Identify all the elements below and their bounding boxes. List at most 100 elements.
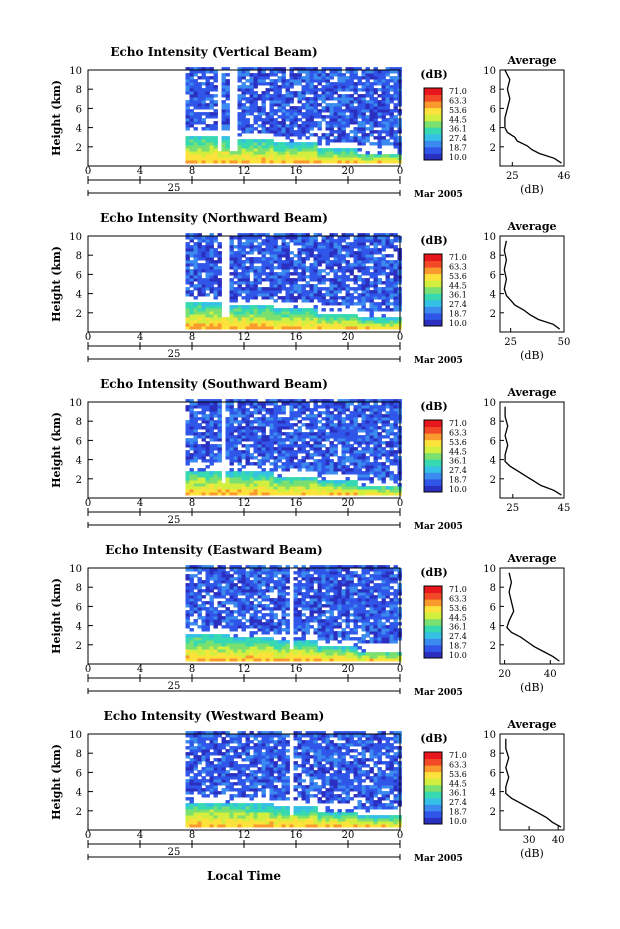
- heatmap-cell: [237, 308, 242, 312]
- heatmap-cell: [205, 652, 210, 656]
- x-tick-label: 16: [290, 332, 303, 343]
- heatmap-cell: [209, 438, 214, 442]
- heatmap-cell: [185, 242, 190, 246]
- heatmap-cell: [361, 236, 366, 240]
- heatmap-cell: [349, 278, 354, 282]
- heatmap-cell: [229, 305, 234, 309]
- heatmap-cell: [321, 483, 326, 487]
- heatmap-cell: [353, 100, 358, 104]
- heatmap-cell: [237, 649, 242, 653]
- heatmap-cell: [325, 157, 330, 161]
- heatmap-cell: [317, 139, 322, 143]
- heatmap-cell: [225, 124, 230, 128]
- heatmap-cell: [289, 314, 294, 318]
- heatmap-cell: [281, 465, 286, 469]
- heatmap-cell: [237, 106, 242, 110]
- heatmap-cell: [245, 420, 250, 424]
- heatmap-cell: [201, 634, 206, 638]
- heatmap-cell: [325, 251, 330, 255]
- heatmap-cell: [261, 604, 266, 608]
- heatmap-cell: [221, 574, 226, 578]
- heatmap-cell: [189, 468, 194, 472]
- profile-y-tick-label: 10: [483, 232, 496, 243]
- heatmap-cell: [317, 269, 322, 273]
- heatmap-cell: [205, 610, 210, 614]
- heatmap-cell: [185, 106, 190, 110]
- heatmap-cell: [265, 450, 270, 454]
- heatmap-cell: [249, 103, 254, 107]
- heatmap-cell: [345, 465, 350, 469]
- heatmap-cell: [281, 154, 286, 158]
- heatmap-cell: [297, 414, 302, 418]
- heatmap-cell: [265, 151, 270, 155]
- heatmap-cell: [205, 607, 210, 611]
- heatmap-cell: [277, 100, 282, 104]
- heatmap-cell: [265, 649, 270, 653]
- heatmap-cell: [201, 278, 206, 282]
- heatmap-cell: [249, 483, 254, 487]
- heatmap-cell: [349, 88, 354, 92]
- heatmap-cell: [249, 565, 254, 569]
- heatmap-cell: [281, 616, 286, 620]
- heatmap-cell: [305, 483, 310, 487]
- heatmap-cell: [321, 148, 326, 152]
- heatmap-cell: [225, 444, 230, 448]
- heatmap-cell: [189, 583, 194, 587]
- heatmap-cell: [241, 414, 246, 418]
- heatmap-cell: [285, 586, 290, 590]
- heatmap-cell: [305, 112, 310, 116]
- heatmap-cell: [365, 438, 370, 442]
- heatmap-cell: [357, 435, 362, 439]
- heatmap-cell: [317, 429, 322, 433]
- heatmap-cell: [341, 281, 346, 285]
- heatmap-cell: [221, 483, 226, 487]
- heatmap-cell: [217, 411, 222, 415]
- heatmap-cell: [217, 323, 222, 327]
- heatmap-cell: [389, 405, 394, 409]
- heatmap-cell: [317, 112, 322, 116]
- heatmap-cell: [313, 426, 318, 430]
- heatmap-cell: [285, 402, 290, 406]
- heatmap-cell: [389, 399, 394, 403]
- heatmap-cell: [277, 275, 282, 279]
- heatmap-cell: [273, 254, 278, 258]
- heatmap-cell: [265, 595, 270, 599]
- heatmap-cell: [237, 405, 242, 409]
- heatmap-cell: [321, 302, 326, 306]
- heatmap-cell: [193, 118, 198, 122]
- colorbar-swatch: [424, 267, 442, 275]
- heatmap-cell: [353, 468, 358, 472]
- heatmap-cell: [193, 284, 198, 288]
- heatmap-cell: [217, 637, 222, 641]
- heatmap-cell: [221, 592, 226, 596]
- heatmap-cell: [345, 417, 350, 421]
- heatmap-cell: [341, 462, 346, 466]
- heatmap-cell: [205, 489, 210, 493]
- heatmap-cell: [345, 118, 350, 122]
- heatmap-cell: [193, 480, 198, 484]
- heatmap-cell: [329, 414, 334, 418]
- heatmap-cell: [329, 242, 334, 246]
- heatmap-cell: [377, 323, 382, 327]
- heatmap-cell: [377, 281, 382, 285]
- heatmap-cell: [217, 477, 222, 481]
- heatmap-cell: [209, 67, 214, 71]
- heatmap-cell: [389, 411, 394, 415]
- heatmap-cell: [297, 76, 302, 80]
- heatmap-cell: [305, 453, 310, 457]
- heatmap-cell: [309, 417, 314, 421]
- profile-x-tick-label: 25: [506, 171, 519, 182]
- heatmap-cell: [389, 308, 394, 312]
- heatmap-cell: [257, 115, 262, 119]
- heatmap-cell: [193, 411, 198, 415]
- heatmap-cell: [325, 88, 330, 92]
- heatmap-cell: [193, 82, 198, 86]
- heatmap-cell: [185, 290, 190, 294]
- heatmap-cell: [217, 408, 222, 412]
- heatmap-cell: [373, 435, 378, 439]
- heatmap-cell: [365, 79, 370, 83]
- heatmap-cell: [253, 290, 258, 294]
- heatmap-cell: [253, 317, 258, 321]
- colorbar-tick-label: 36.1: [449, 125, 467, 134]
